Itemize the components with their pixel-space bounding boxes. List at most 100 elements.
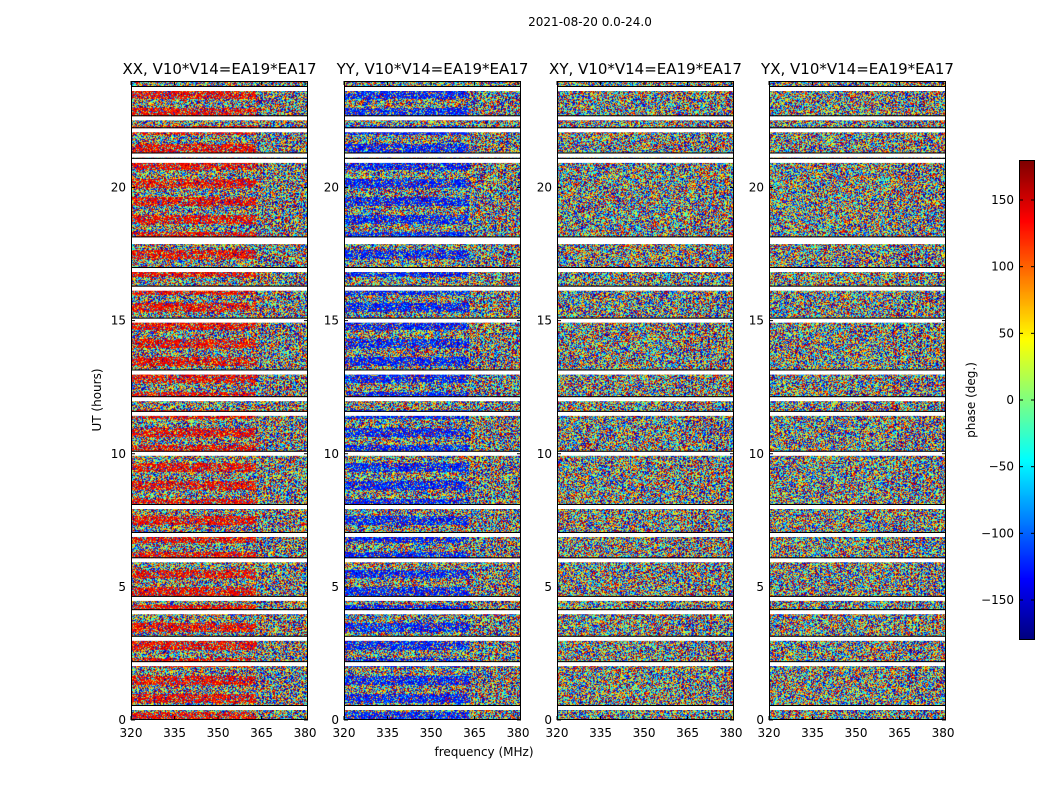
- x-tick-label: 380: [932, 726, 955, 740]
- flagged-row: [344, 237, 521, 242]
- flagged-row: [131, 505, 308, 509]
- x-tick-label: 350: [633, 726, 656, 740]
- flagged-row: [557, 240, 734, 245]
- x-tick-label: 335: [163, 726, 186, 740]
- colorbar-tick-label: −50: [989, 460, 1014, 474]
- x-tick-label: 335: [376, 726, 399, 740]
- flagged-row: [769, 451, 946, 456]
- flagged-row: [344, 662, 521, 667]
- flagged-row: [131, 558, 308, 563]
- colorbar-label: phase (deg.): [964, 362, 978, 438]
- flagged-row: [769, 505, 946, 509]
- flagged-row: [344, 411, 521, 416]
- panel-frame-yx: [769, 81, 946, 720]
- panel-xy: XY, V10*V14=EA19*EA17 320 335 350 365 380 0 5 10…: [537, 60, 743, 740]
- flagged-row: [769, 286, 946, 291]
- flagged-row: [769, 411, 946, 416]
- flagged-row: [769, 596, 946, 601]
- x-tick-label: 380: [507, 726, 530, 740]
- flagged-row: [769, 370, 946, 375]
- y-tick-label: 0: [756, 713, 764, 727]
- figure-title: 2021-08-20 0.0-24.0: [528, 15, 652, 29]
- y-tick-label: 20: [324, 181, 339, 195]
- x-tick-label: 350: [845, 726, 868, 740]
- panel-title-yx: YX, V10*V14=EA19*EA17: [760, 60, 954, 78]
- x-tick-label: 320: [546, 726, 569, 740]
- y-tick-label: 5: [118, 580, 126, 594]
- x-tick-label: 365: [888, 726, 911, 740]
- flagged-row: [769, 86, 946, 91]
- x-tick-label: 365: [676, 726, 699, 740]
- flagged-row: [131, 706, 308, 711]
- flagged-row: [344, 158, 521, 163]
- x-tick-label: 350: [420, 726, 443, 740]
- flagged-row: [131, 397, 308, 402]
- flagged-row: [131, 596, 308, 601]
- y-tick-label: 5: [331, 580, 339, 594]
- panel-xx: XX, V10*V14=EA19*EA17 320 335 350 365 380 0 5 10…: [111, 60, 317, 740]
- x-axis-label: frequency (MHz): [434, 745, 533, 759]
- flagged-row: [557, 610, 734, 615]
- flagged-row: [557, 532, 734, 537]
- y-tick-label: 10: [111, 447, 126, 461]
- x-tick-label: 320: [333, 726, 356, 740]
- flagged-row: [131, 662, 308, 667]
- flagged-row: [769, 610, 946, 615]
- flagged-row: [557, 268, 734, 273]
- flagged-row: [769, 158, 946, 163]
- flagged-row: [344, 397, 521, 402]
- flagged-row: [769, 128, 946, 133]
- y-tick-label: 0: [331, 713, 339, 727]
- flagged-row: [131, 240, 308, 245]
- flagged-row: [769, 116, 946, 121]
- x-tick-label: 320: [758, 726, 781, 740]
- flagged-row: [557, 318, 734, 323]
- y-tick-label: 0: [118, 713, 126, 727]
- flagged-row: [344, 636, 521, 641]
- panel-yx: YX, V10*V14=EA19*EA17 320 335 350 365 380 0 5 10…: [749, 60, 955, 740]
- flagged-row: [344, 128, 521, 133]
- flagged-row: [557, 86, 734, 91]
- flagged-row: [557, 286, 734, 291]
- flagged-row: [131, 318, 308, 323]
- flagged-row: [131, 411, 308, 416]
- flagged-row: [769, 532, 946, 537]
- colorbar-tick-label: −150: [981, 593, 1014, 607]
- flagged-row: [344, 706, 521, 711]
- y-tick-label: 10: [324, 447, 339, 461]
- flagged-row: [131, 610, 308, 615]
- colorbar: 150 100 50 0 −50 −100 −150 phase (deg.): [964, 160, 1035, 640]
- flagged-row: [131, 636, 308, 641]
- x-tick-label: 380: [294, 726, 317, 740]
- flagged-row: [131, 158, 308, 163]
- flagged-row: [344, 558, 521, 563]
- y-tick-label: 5: [544, 580, 552, 594]
- flagged-row: [557, 505, 734, 509]
- flagged-row: [131, 237, 308, 242]
- flagged-row: [344, 451, 521, 456]
- y-tick-label: 5: [756, 580, 764, 594]
- y-axis-label: UT (hours): [90, 368, 104, 431]
- flagged-row: [557, 662, 734, 667]
- flagged-row: [344, 370, 521, 375]
- flagged-row: [344, 268, 521, 273]
- flagged-row: [769, 397, 946, 402]
- flagged-row: [344, 318, 521, 323]
- panel-frame-xy: [557, 81, 734, 720]
- x-tick-label: 335: [801, 726, 824, 740]
- flagged-row: [344, 86, 521, 91]
- colorbar-gradient: [1019, 160, 1035, 640]
- y-tick-label: 10: [537, 447, 552, 461]
- flagged-row: [557, 397, 734, 402]
- flagged-row: [769, 558, 946, 563]
- flagged-row: [131, 286, 308, 291]
- flagged-row: [557, 158, 734, 163]
- panel-frame-xx: [131, 81, 308, 720]
- flagged-row: [131, 153, 308, 158]
- panel-title-xy: XY, V10*V14=EA19*EA17: [549, 60, 742, 78]
- flagged-row: [769, 240, 946, 245]
- flagged-row: [344, 286, 521, 291]
- flagged-row: [557, 451, 734, 456]
- panel-title-yy: YY, V10*V14=EA19*EA17: [336, 60, 529, 78]
- flagged-row: [557, 153, 734, 158]
